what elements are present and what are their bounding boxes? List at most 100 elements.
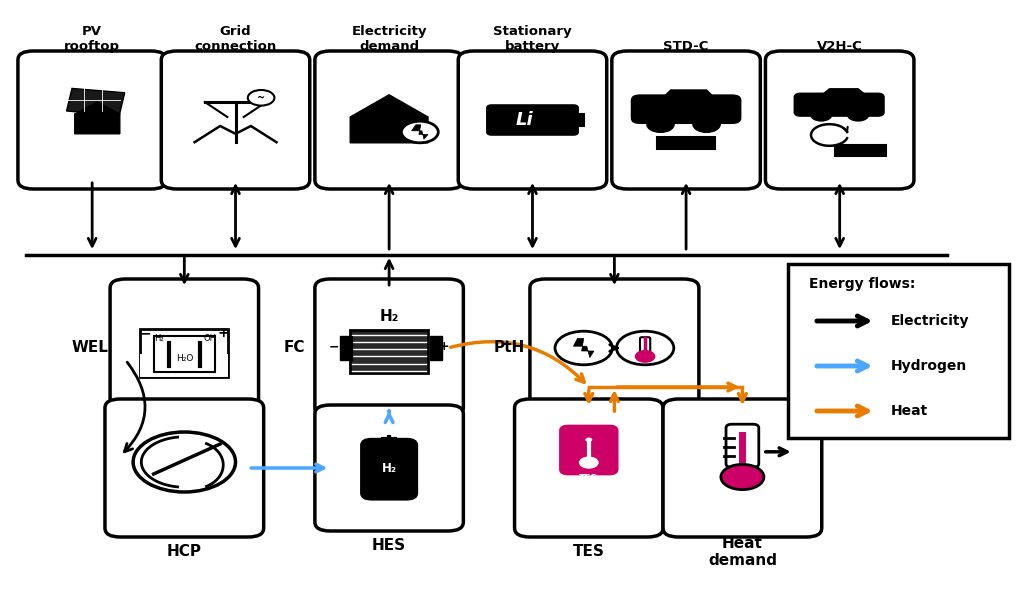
Text: Hydrogen: Hydrogen: [891, 359, 967, 373]
Bar: [340, 336, 352, 360]
FancyBboxPatch shape: [487, 106, 578, 134]
Text: Li: Li: [515, 111, 534, 129]
FancyBboxPatch shape: [726, 424, 759, 467]
Text: HES: HES: [372, 539, 407, 553]
FancyBboxPatch shape: [315, 405, 463, 531]
Text: TES: TES: [580, 474, 598, 482]
Text: H₂O: H₂O: [176, 354, 193, 363]
FancyArrowPatch shape: [617, 383, 735, 391]
Bar: [835, 145, 886, 156]
FancyBboxPatch shape: [612, 51, 760, 189]
FancyBboxPatch shape: [361, 439, 417, 499]
Text: Stationary
battery: Stationary battery: [494, 25, 571, 53]
Text: STD-C: STD-C: [664, 40, 709, 53]
FancyBboxPatch shape: [111, 279, 258, 417]
FancyArrowPatch shape: [682, 186, 690, 249]
FancyBboxPatch shape: [788, 264, 1009, 438]
FancyArrowPatch shape: [836, 186, 844, 246]
Bar: [67, 88, 125, 115]
Bar: [430, 336, 442, 360]
FancyBboxPatch shape: [632, 95, 740, 123]
FancyBboxPatch shape: [765, 51, 913, 189]
Bar: [154, 336, 215, 372]
FancyBboxPatch shape: [104, 399, 264, 537]
Text: Energy flows:: Energy flows:: [809, 277, 915, 291]
FancyArrowPatch shape: [180, 258, 188, 282]
Text: OH: OH: [204, 334, 216, 343]
Polygon shape: [75, 102, 120, 134]
Circle shape: [616, 331, 674, 365]
Circle shape: [636, 351, 654, 362]
Text: H₂: H₂: [380, 310, 398, 324]
Text: +: +: [439, 340, 450, 353]
Polygon shape: [660, 90, 717, 100]
FancyArrowPatch shape: [385, 411, 393, 422]
Circle shape: [647, 116, 674, 132]
Text: Heat: Heat: [891, 404, 928, 418]
Circle shape: [848, 109, 868, 121]
Text: +: +: [217, 326, 229, 340]
Text: ~: ~: [257, 93, 265, 103]
FancyArrowPatch shape: [610, 258, 618, 282]
Text: Grid
connection: Grid connection: [195, 25, 276, 53]
FancyBboxPatch shape: [315, 279, 463, 417]
FancyBboxPatch shape: [560, 426, 617, 474]
FancyBboxPatch shape: [640, 337, 650, 358]
Bar: [350, 330, 428, 373]
Polygon shape: [412, 125, 428, 139]
Bar: [657, 137, 715, 149]
FancyBboxPatch shape: [514, 399, 664, 537]
FancyBboxPatch shape: [17, 51, 166, 189]
FancyArrowPatch shape: [88, 183, 96, 246]
FancyArrowPatch shape: [528, 186, 537, 246]
Circle shape: [133, 432, 236, 492]
FancyBboxPatch shape: [459, 51, 606, 189]
Text: Electricity
demand: Electricity demand: [351, 25, 427, 53]
FancyBboxPatch shape: [315, 51, 463, 189]
FancyBboxPatch shape: [795, 94, 884, 116]
Circle shape: [401, 121, 438, 143]
Text: FC: FC: [284, 340, 305, 355]
Text: H₂: H₂: [154, 334, 164, 343]
Bar: [140, 329, 228, 377]
FancyArrowPatch shape: [231, 186, 240, 246]
Circle shape: [248, 90, 274, 106]
Polygon shape: [819, 89, 868, 97]
Polygon shape: [573, 338, 594, 358]
FancyArrowPatch shape: [124, 362, 145, 452]
FancyArrowPatch shape: [738, 390, 746, 401]
Text: Heat
demand: Heat demand: [708, 536, 777, 568]
Text: −: −: [139, 326, 152, 340]
FancyArrowPatch shape: [817, 316, 867, 326]
FancyArrowPatch shape: [385, 186, 393, 249]
Circle shape: [580, 457, 598, 468]
FancyArrowPatch shape: [817, 361, 867, 371]
FancyBboxPatch shape: [530, 279, 698, 417]
Text: Electricity: Electricity: [891, 314, 970, 328]
FancyArrowPatch shape: [251, 464, 324, 472]
Text: V2H-C: V2H-C: [817, 40, 862, 53]
FancyBboxPatch shape: [664, 399, 821, 537]
Bar: [140, 354, 228, 377]
Text: H₂: H₂: [382, 461, 396, 475]
Circle shape: [721, 464, 764, 490]
Text: −: −: [329, 340, 339, 353]
FancyArrowPatch shape: [585, 390, 593, 401]
Circle shape: [693, 116, 720, 132]
FancyArrowPatch shape: [844, 127, 848, 133]
FancyArrowPatch shape: [451, 341, 584, 382]
Text: WEL: WEL: [71, 340, 109, 355]
Text: PV
rooftop: PV rooftop: [65, 25, 120, 53]
Text: TES: TES: [572, 545, 605, 559]
FancyArrowPatch shape: [610, 394, 618, 411]
FancyArrowPatch shape: [609, 344, 617, 352]
Polygon shape: [350, 95, 428, 143]
Text: PtH: PtH: [494, 340, 525, 355]
FancyArrowPatch shape: [385, 261, 393, 285]
FancyArrowPatch shape: [766, 448, 786, 455]
Circle shape: [586, 438, 592, 442]
FancyBboxPatch shape: [162, 51, 310, 189]
Bar: [573, 114, 584, 126]
Circle shape: [555, 331, 612, 365]
Circle shape: [811, 109, 831, 121]
